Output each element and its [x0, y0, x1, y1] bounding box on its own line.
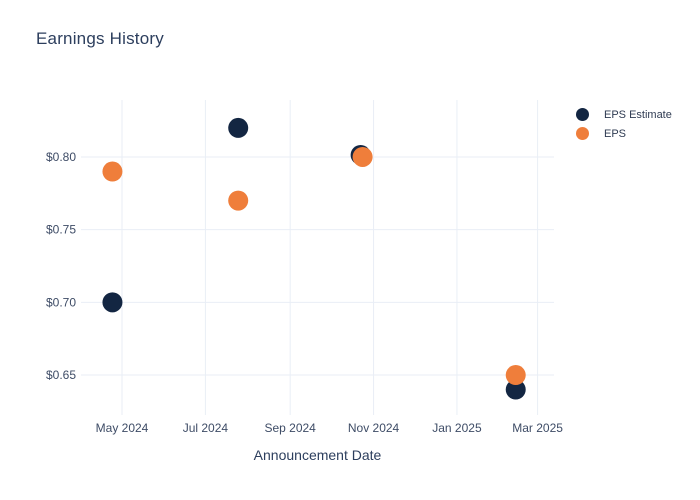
- data-point-eps[interactable]: [505, 365, 526, 386]
- data-point-eps[interactable]: [228, 190, 249, 211]
- x-tick-label: May 2024: [96, 421, 149, 435]
- data-point-eps[interactable]: [352, 146, 373, 167]
- x-tick-label: Jan 2025: [432, 421, 482, 435]
- eps-estimate-marker-icon: [576, 108, 589, 121]
- legend-item-eps[interactable]: EPS: [576, 124, 672, 143]
- data-point-eps-estimate[interactable]: [505, 379, 526, 400]
- y-tick-label: $0.65: [46, 368, 76, 382]
- y-tick-label: $0.75: [46, 223, 76, 237]
- x-tick-label: Sep 2024: [264, 421, 316, 435]
- y-tick-label: $0.70: [46, 295, 76, 309]
- legend-item-eps-estimate[interactable]: EPS Estimate: [576, 105, 672, 124]
- legend: EPS Estimate EPS: [576, 105, 672, 143]
- legend-label-eps-estimate: EPS Estimate: [604, 108, 672, 121]
- chart-title: Earnings History: [36, 29, 164, 48]
- legend-label-eps: EPS: [604, 127, 627, 140]
- data-point-eps-estimate[interactable]: [228, 117, 249, 138]
- x-tick-label: Jul 2024: [183, 421, 229, 435]
- x-tick-label: Mar 2025: [512, 421, 563, 435]
- eps-marker-icon: [576, 127, 589, 140]
- y-tick-label: $0.80: [46, 150, 76, 164]
- data-point-eps-estimate[interactable]: [102, 292, 123, 313]
- x-axis-title: Announcement Date: [253, 447, 382, 463]
- data-point-eps[interactable]: [102, 161, 123, 182]
- x-tick-label: Nov 2024: [348, 421, 400, 435]
